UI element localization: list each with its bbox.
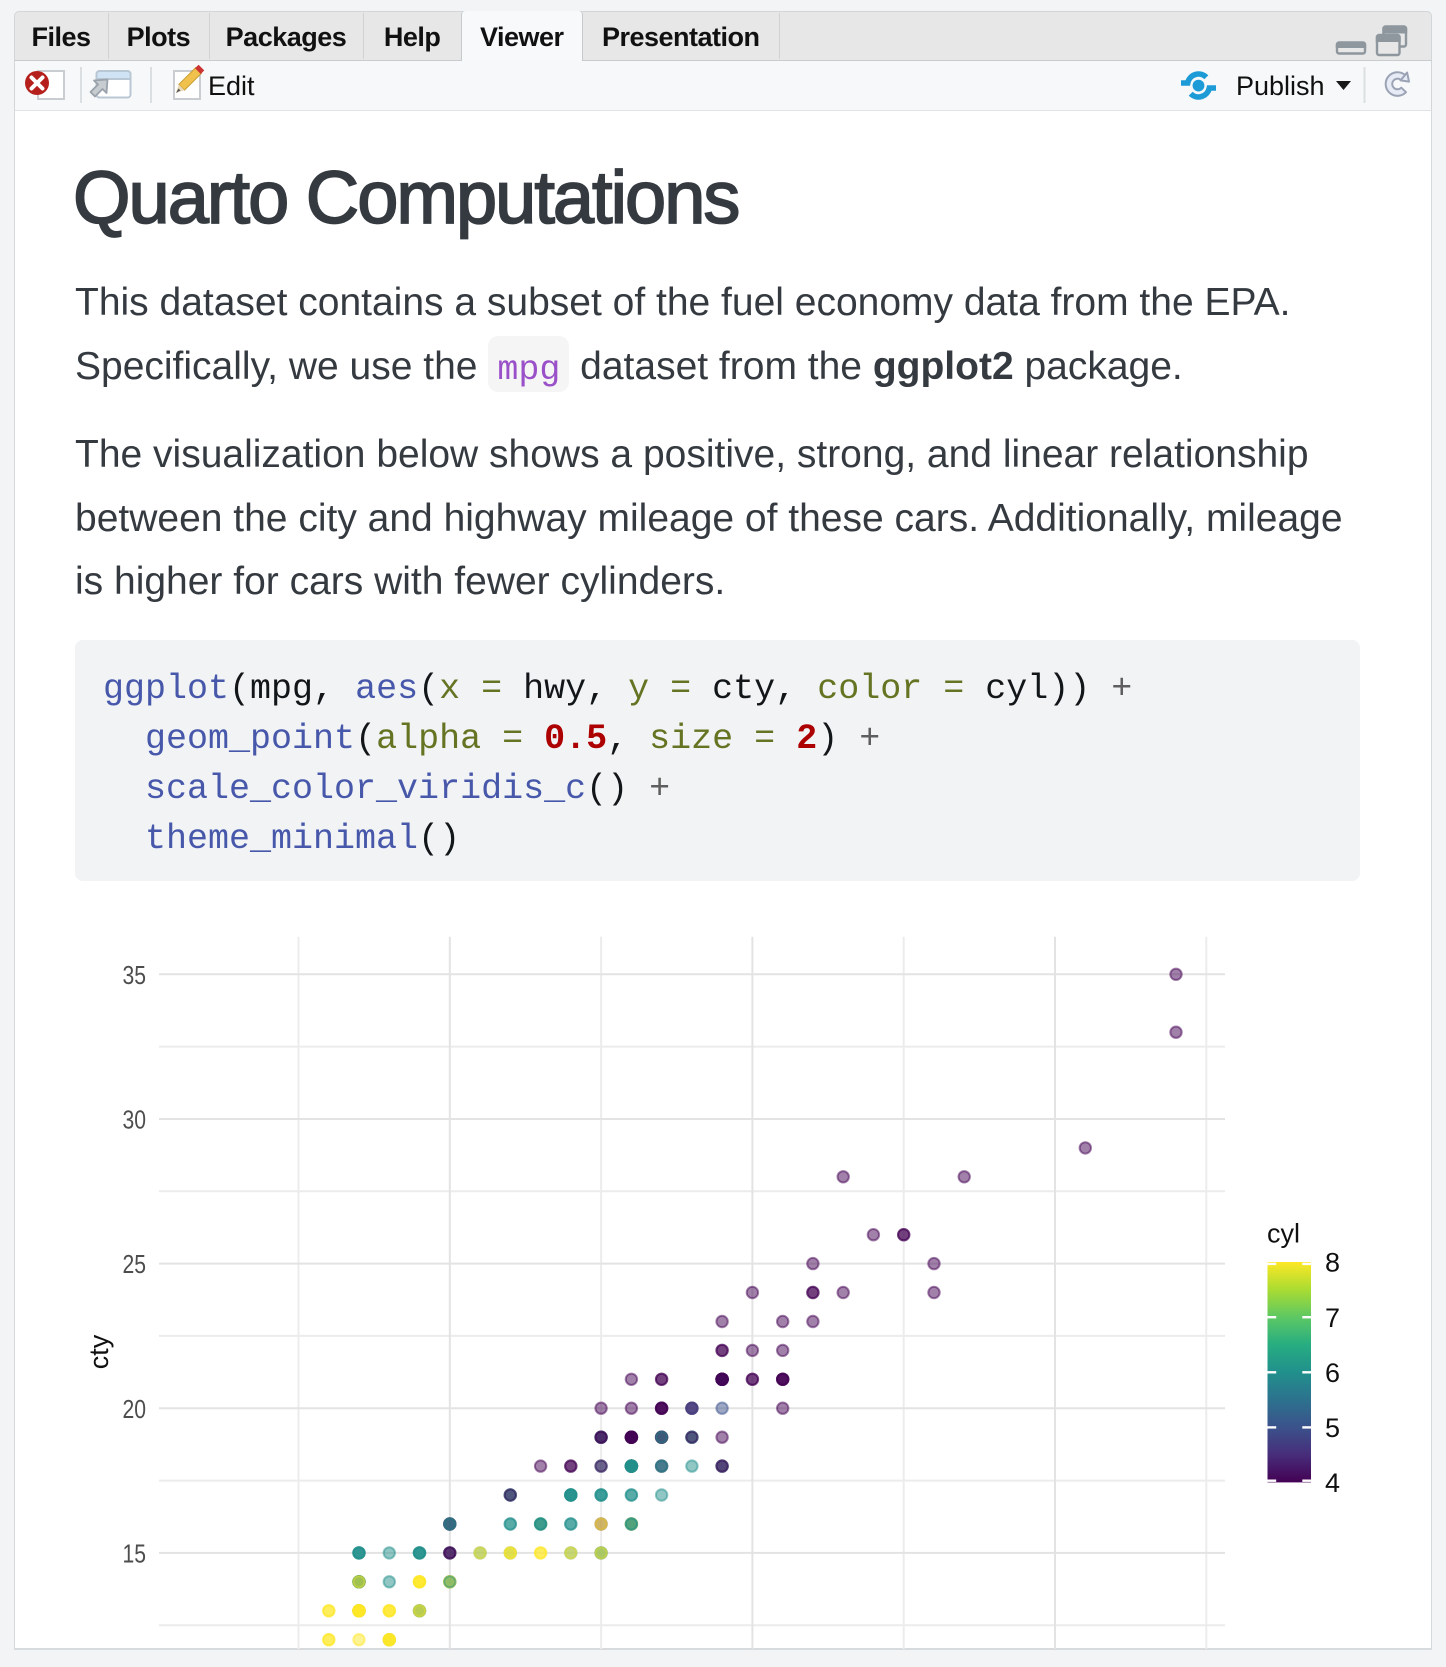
svg-text:8: 8 [1325, 1248, 1340, 1278]
svg-text:Publish: Publish [1236, 71, 1325, 101]
svg-text:15: 15 [123, 1538, 147, 1568]
svg-text:cyl: cyl [1267, 1219, 1300, 1249]
svg-text:35: 35 [123, 960, 147, 990]
svg-text:6: 6 [1325, 1358, 1340, 1388]
svg-text:5: 5 [1325, 1413, 1340, 1443]
svg-text:25: 25 [123, 1249, 147, 1279]
svg-text:7: 7 [1325, 1303, 1340, 1333]
svg-text:Edit: Edit [208, 71, 255, 101]
svg-text:4: 4 [1325, 1468, 1340, 1498]
svg-text:cty: cty [84, 1334, 114, 1369]
svg-text:30: 30 [123, 1105, 147, 1135]
svg-text:20: 20 [123, 1394, 147, 1424]
